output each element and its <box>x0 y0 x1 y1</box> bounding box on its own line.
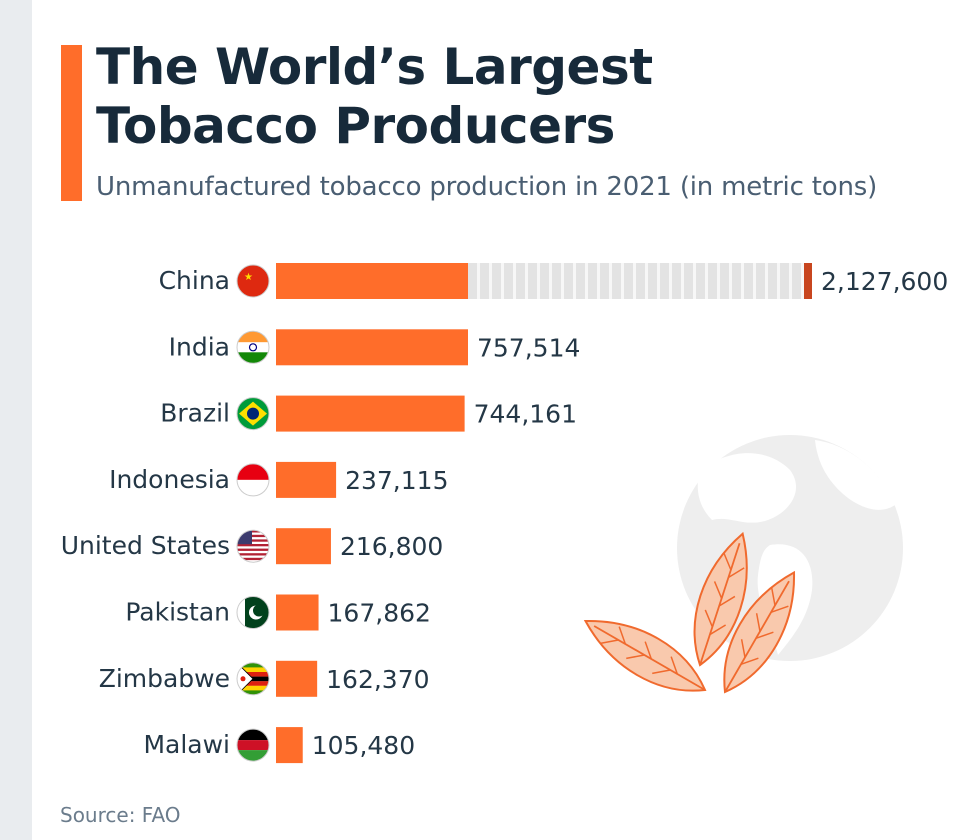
united-states-flag-icon <box>236 529 270 563</box>
bar-chart-marks: China ★ 2,127,600 India 757,514 Brazil 744,161… <box>61 263 948 764</box>
value-label-india: 757,514 <box>477 333 580 362</box>
globe-land-north <box>697 453 797 523</box>
svg-text:★: ★ <box>244 272 253 283</box>
chart-card <box>32 0 977 840</box>
category-label-china: China <box>159 266 230 295</box>
bar-brazil <box>276 395 465 432</box>
bar-zimbabwe <box>276 660 318 697</box>
globe-land-east <box>815 440 895 510</box>
chart-title: The World’s Largest Tobacco Producers <box>96 38 956 156</box>
category-label-indonesia: Indonesia <box>109 465 230 494</box>
category-label-united-states: United States <box>61 531 230 560</box>
value-label-brazil: 744,161 <box>474 400 577 429</box>
source-note: Source: FAO <box>60 803 181 827</box>
chart-subtitle: Unmanufactured tobacco production in 202… <box>96 172 878 202</box>
indonesia-flag-icon <box>236 463 270 497</box>
bar-break-segment-china <box>468 263 812 299</box>
globe-tobacco-leaves-illustration <box>583 435 903 694</box>
bar-united-states <box>276 528 331 565</box>
value-label-indonesia: 237,115 <box>345 466 448 495</box>
brazil-flag-icon <box>236 397 270 431</box>
zimbabwe-flag-icon <box>236 662 270 696</box>
bar-indonesia <box>276 461 337 498</box>
chart-title-line-1: The World’s Largest <box>96 38 653 96</box>
category-label-brazil: Brazil <box>160 399 230 428</box>
india-flag-icon <box>236 330 270 364</box>
bar-pakistan <box>276 594 319 631</box>
bar-china <box>276 263 468 299</box>
tobacco-leaf-icon <box>583 619 707 692</box>
value-label-united-states: 216,800 <box>340 532 443 561</box>
value-label-china: 2,127,600 <box>821 267 948 296</box>
tobacco-leaf-icon <box>723 570 796 694</box>
malawi-flag-icon <box>236 728 270 762</box>
category-label-pakistan: Pakistan <box>125 598 230 627</box>
bar-malawi <box>276 727 303 764</box>
bar-break-end-china <box>804 263 812 299</box>
value-label-pakistan: 167,862 <box>328 599 431 628</box>
tobacco-leaf-icon <box>693 531 748 667</box>
china-flag-icon: ★ <box>236 264 270 298</box>
bar-india <box>276 329 468 366</box>
pakistan-flag-icon <box>236 596 270 629</box>
value-label-zimbabwe: 162,370 <box>326 665 429 694</box>
chart-title-line-2: Tobacco Producers <box>96 97 615 155</box>
title-accent-bar <box>61 45 82 201</box>
category-label-india: India <box>169 332 230 361</box>
category-label-zimbabwe: Zimbabwe <box>99 664 230 693</box>
value-label-malawi: 105,480 <box>312 731 415 760</box>
category-label-malawi: Malawi <box>143 730 230 759</box>
